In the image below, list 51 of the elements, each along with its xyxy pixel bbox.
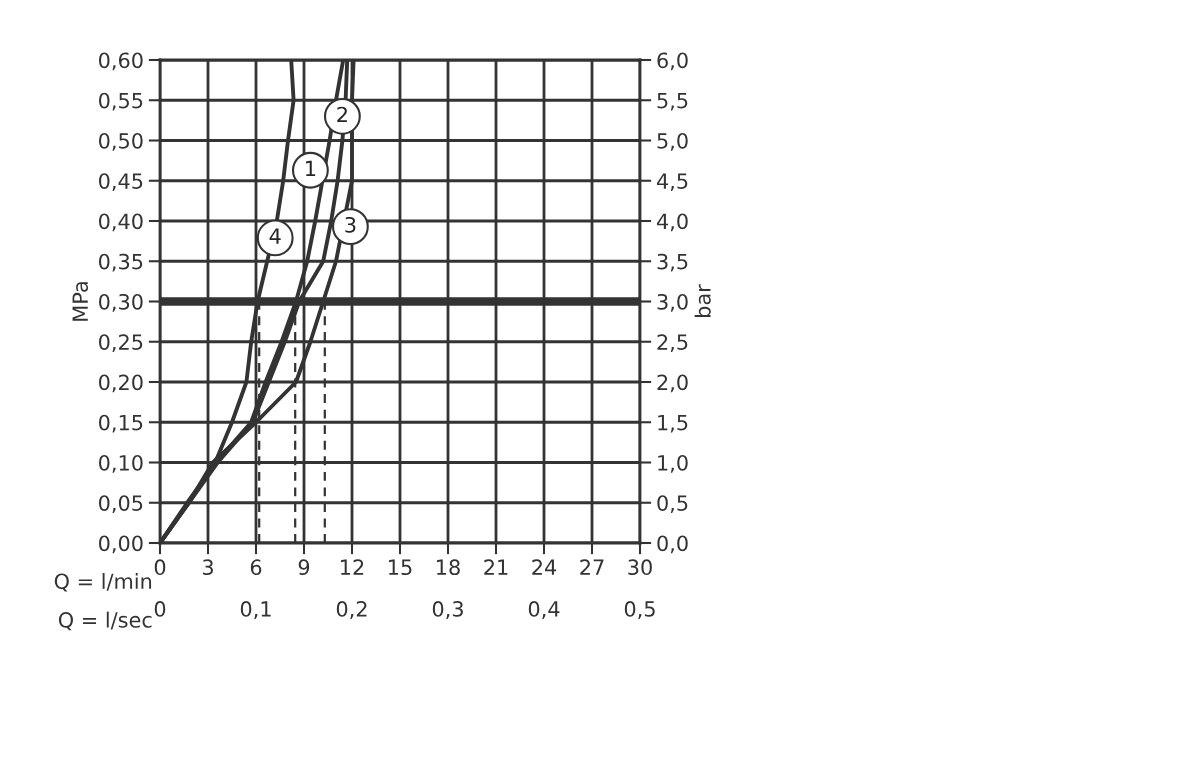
y-tick-label: 0,15 xyxy=(99,414,143,433)
x-tick-label: 9 xyxy=(298,559,310,576)
x-tick-label: 0 xyxy=(154,559,166,576)
annotation: 1 xyxy=(306,160,316,177)
y2-tick-label: 5,5 xyxy=(657,92,688,111)
x2-tick-label: 0,3 xyxy=(432,601,463,619)
y2-tick-label: 3,0 xyxy=(657,293,688,312)
x-tick-label: 24 xyxy=(532,559,557,575)
y2-tick-label: 3,5 xyxy=(657,253,688,272)
x2-tick-label: 0,4 xyxy=(528,601,560,619)
x-tick-label: 30 xyxy=(628,559,652,576)
y2-tick-label: 1,5 xyxy=(658,414,688,433)
y-tick-label: 0,10 xyxy=(99,454,143,473)
y-tick-label: 0,60 xyxy=(99,52,143,71)
x2-tick-label: 0 xyxy=(154,601,166,617)
x-tick-label: 27 xyxy=(580,559,604,575)
annotation: 2 xyxy=(337,106,347,123)
y-tick-label: 0,40 xyxy=(99,213,143,232)
x2-tick-label: 0,5 xyxy=(624,601,655,619)
y-tick-label: 0,45 xyxy=(99,173,143,192)
x-tick-label: 12 xyxy=(341,559,364,575)
y-tick-label: 0,25 xyxy=(99,334,143,353)
y-tick-label: 0,55 xyxy=(99,92,143,111)
x2-axis-title: Q = l/sec xyxy=(58,611,152,631)
x-axis-title: Q = l/min xyxy=(54,573,152,592)
y2-tick-label: 6,0 xyxy=(657,52,688,71)
y-tick-label: 0,00 xyxy=(99,535,143,554)
x2-tick-label: 0,2 xyxy=(336,601,367,619)
y-tick-label: 0,30 xyxy=(99,293,143,312)
x-tick-label: 3 xyxy=(202,559,213,576)
y-axis-title: MPa xyxy=(72,282,89,321)
y2-tick-label: 5,0 xyxy=(657,132,688,151)
y2-tick-label: 4,5 xyxy=(656,173,688,192)
y2-tick-label: 2,5 xyxy=(657,334,688,353)
annotation: 4 xyxy=(269,228,281,244)
y2-tick-label: 0,0 xyxy=(657,535,688,554)
y-tick-label: 0,20 xyxy=(99,374,143,393)
y-tick-label: 0,05 xyxy=(99,495,143,514)
y2-tick-label: 1,0 xyxy=(658,454,688,473)
x-tick-label: 6 xyxy=(250,559,262,576)
y2-tick-label: 2,0 xyxy=(657,374,688,393)
x-tick-label: 21 xyxy=(484,559,508,575)
x2-tick-label: 0,1 xyxy=(240,601,271,619)
y2-axis-title: bar xyxy=(694,284,711,317)
y2-tick-label: 0,5 xyxy=(657,495,688,514)
x-tick-label: 18 xyxy=(437,559,460,576)
y-tick-label: 0,35 xyxy=(99,253,143,272)
x-tick-label: 15 xyxy=(389,559,412,576)
annotation: 3 xyxy=(345,216,356,233)
y2-tick-label: 4,0 xyxy=(656,213,688,232)
y-tick-label: 0,50 xyxy=(99,132,143,151)
